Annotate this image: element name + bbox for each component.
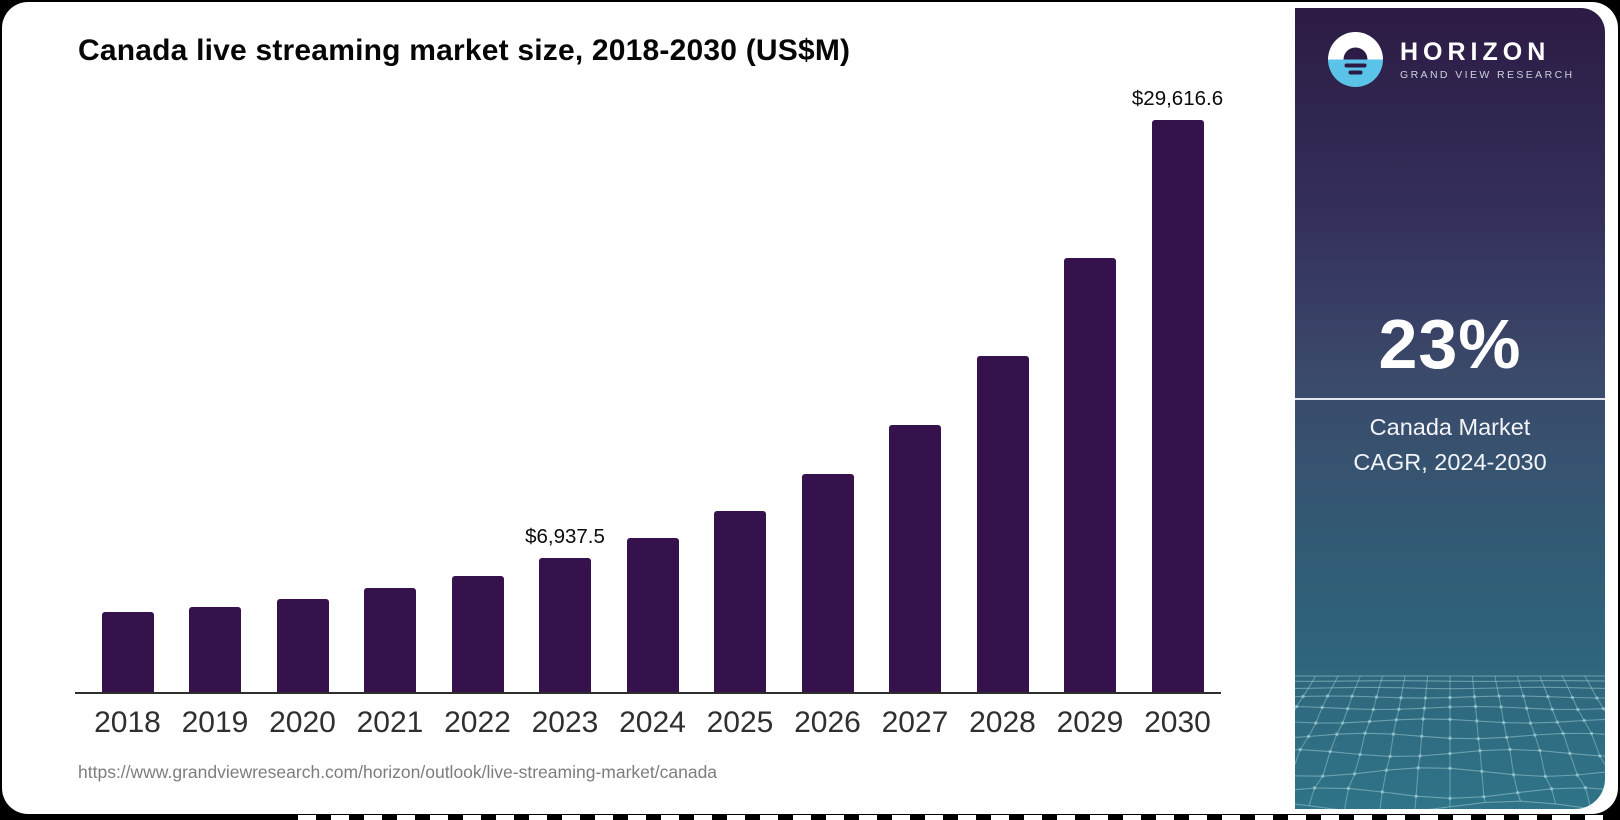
brand-logo: HORIZON GRAND VIEW RESEARCH: [1328, 32, 1575, 87]
cagr-caption-line1: Canada Market: [1369, 414, 1531, 440]
x-tick-label: 2024: [619, 706, 686, 739]
brand-subtitle: GRAND VIEW RESEARCH: [1400, 68, 1575, 81]
x-tick-label: 2020: [269, 706, 336, 739]
x-tick-label: 2030: [1144, 706, 1211, 739]
source-url[interactable]: https://www.grandviewresearch.com/horizo…: [78, 762, 718, 782]
x-tick-label: 2023: [531, 706, 599, 739]
bar: [364, 588, 416, 692]
cagr-value: 23%: [1378, 305, 1522, 383]
cagr-stat: 23% Canada Market CAGR, 2024-2030: [1295, 304, 1605, 480]
x-tick-label: 2018: [94, 706, 161, 739]
wireframe-mesh-decoration: [1295, 675, 1605, 809]
x-tick-label: 2019: [181, 706, 249, 739]
bar: [1064, 258, 1116, 692]
bar: [189, 607, 241, 692]
brand-wordmark: HORIZON GRAND VIEW RESEARCH: [1400, 39, 1575, 81]
x-tick-label: 2029: [1056, 706, 1124, 739]
bar: [1151, 120, 1204, 692]
bar: [626, 538, 679, 692]
x-tick-label: 2022: [444, 706, 511, 739]
x-axis-line: [75, 692, 1221, 694]
bar: [451, 576, 504, 692]
x-tick-label: 2026: [794, 706, 861, 739]
horizon-sunrise-icon: [1328, 32, 1383, 87]
bar: [801, 474, 854, 692]
bar-value-label: $6,937.5: [525, 525, 605, 548]
brand-sidebar: HORIZON GRAND VIEW RESEARCH 23% Canada M…: [1295, 8, 1605, 809]
plot-area: 2018 2019 2020 2021 2022 2023 $6,937.5 2024 2025…: [2, 2, 1295, 814]
stat-divider: [1295, 398, 1605, 400]
x-tick-label: 2021: [356, 706, 424, 739]
bar: [276, 599, 329, 692]
bar: [714, 511, 766, 692]
chart-title: Canada live streaming market size, 2018-…: [78, 34, 851, 67]
bar: [539, 558, 591, 692]
cagr-caption: Canada Market CAGR, 2024-2030: [1295, 410, 1605, 480]
bar: [976, 356, 1029, 692]
x-tick-label: 2025: [706, 706, 774, 739]
bar: [889, 425, 941, 692]
x-tick-label: 2028: [969, 706, 1036, 739]
brand-name: HORIZON: [1400, 37, 1551, 66]
bar: [101, 612, 154, 692]
bottom-dash-strip: [298, 815, 1612, 820]
x-tick-label: 2027: [881, 706, 949, 739]
bar-value-label: $29,616.6: [1131, 87, 1224, 110]
cagr-caption-line2: CAGR, 2024-2030: [1353, 449, 1547, 475]
